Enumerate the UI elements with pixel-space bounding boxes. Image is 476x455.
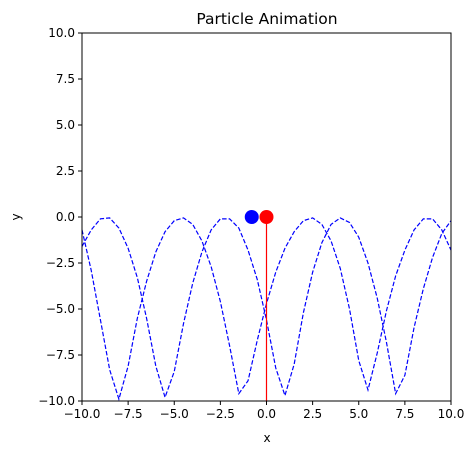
x-axis: −10.0 −7.5 −5.0 −2.5 0.0 2.5 5.0 7.5 10.0 [64,401,465,421]
x-tick-label: −5.0 [160,407,189,421]
particle-1-marker [244,210,259,224]
x-tick-label: 7.5 [395,407,414,421]
points-layer [244,210,274,224]
y-tick-label: 10.0 [48,26,75,40]
y-tick-label: −2.5 [46,256,75,270]
series-1-line [81,217,452,400]
x-tick-label: 0.0 [257,407,276,421]
y-tick-label: −7.5 [46,348,75,362]
x-axis-label: x [263,431,270,445]
x-tick-label: 2.5 [303,407,322,421]
x-tick-label: 5.0 [349,407,368,421]
particle-2-marker [259,210,274,224]
x-tick-label: 10.0 [438,407,465,421]
y-tick-label: 2.5 [56,164,75,178]
y-tick-label: −10.0 [38,394,75,408]
x-tick-label: −2.5 [206,407,235,421]
series-layer [81,217,452,402]
x-tick-label: −10.0 [64,407,101,421]
y-tick-label: −5.0 [46,302,75,316]
chart-title: Particle Animation [196,10,337,28]
y-tick-label: 7.5 [56,72,75,86]
y-tick-label: 0.0 [56,210,75,224]
y-tick-label: 5.0 [56,118,75,132]
y-axis-label: y [9,213,23,220]
x-tick-label: −7.5 [114,407,143,421]
y-axis: −10.0 −7.5 −5.0 −2.5 0.0 2.5 5.0 7.5 10.0 [38,26,82,408]
